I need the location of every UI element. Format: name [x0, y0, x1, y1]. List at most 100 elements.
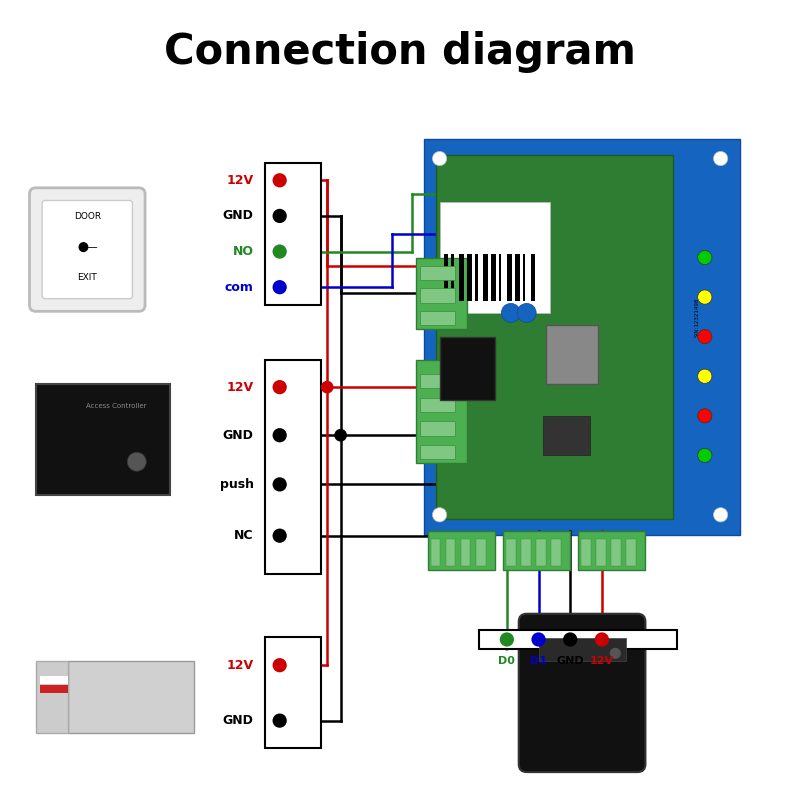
- Bar: [514, 254, 519, 301]
- Bar: [424, 138, 741, 534]
- Circle shape: [273, 173, 286, 187]
- Bar: [459, 254, 464, 301]
- Circle shape: [502, 303, 520, 322]
- Bar: [521, 538, 530, 566]
- Bar: [536, 538, 546, 566]
- Bar: [36, 384, 170, 495]
- Bar: [578, 530, 646, 570]
- Text: NC: NC: [234, 529, 254, 542]
- Circle shape: [517, 303, 536, 322]
- Circle shape: [321, 381, 334, 394]
- Bar: [542, 416, 590, 455]
- Bar: [420, 398, 455, 412]
- FancyBboxPatch shape: [518, 614, 646, 772]
- Bar: [420, 266, 455, 281]
- Text: 12V: 12V: [226, 381, 254, 394]
- Bar: [266, 361, 321, 574]
- Bar: [582, 538, 590, 566]
- Circle shape: [273, 428, 286, 442]
- Circle shape: [714, 151, 728, 166]
- Bar: [483, 254, 488, 301]
- Bar: [461, 538, 470, 566]
- Bar: [467, 254, 472, 301]
- Circle shape: [273, 209, 286, 223]
- Bar: [439, 337, 495, 400]
- Text: GND: GND: [222, 210, 254, 222]
- Bar: [420, 445, 455, 459]
- Text: Access Controller: Access Controller: [86, 403, 147, 410]
- FancyBboxPatch shape: [30, 188, 145, 311]
- Bar: [530, 254, 535, 301]
- Circle shape: [500, 632, 514, 646]
- Text: D1: D1: [530, 656, 547, 666]
- Text: GND: GND: [222, 429, 254, 442]
- Bar: [36, 662, 67, 733]
- Circle shape: [610, 648, 621, 659]
- Circle shape: [698, 409, 712, 423]
- Circle shape: [273, 280, 286, 294]
- Bar: [551, 538, 561, 566]
- Text: NO: NO: [233, 245, 254, 258]
- Bar: [266, 162, 321, 305]
- Text: GND: GND: [556, 656, 584, 666]
- Circle shape: [127, 452, 146, 471]
- Bar: [443, 254, 448, 301]
- Bar: [503, 530, 570, 570]
- Bar: [626, 538, 636, 566]
- Circle shape: [698, 330, 712, 344]
- Circle shape: [433, 508, 446, 522]
- Bar: [476, 538, 486, 566]
- Text: 12V: 12V: [590, 656, 614, 666]
- Circle shape: [273, 478, 286, 491]
- Bar: [538, 638, 626, 662]
- Text: EXIT: EXIT: [78, 273, 97, 282]
- Text: S/N:12321498: S/N:12321498: [694, 297, 699, 337]
- Bar: [596, 538, 606, 566]
- Text: Connection diagram: Connection diagram: [164, 30, 636, 73]
- Bar: [40, 685, 67, 694]
- Circle shape: [273, 380, 286, 394]
- Bar: [266, 638, 321, 748]
- Bar: [475, 254, 478, 301]
- Circle shape: [531, 632, 546, 646]
- Text: push: push: [219, 478, 254, 491]
- Text: DOOR: DOOR: [74, 212, 101, 221]
- Bar: [40, 675, 67, 684]
- Bar: [479, 630, 677, 650]
- Circle shape: [594, 632, 609, 646]
- Bar: [491, 254, 496, 301]
- Text: com: com: [225, 281, 254, 294]
- Bar: [611, 538, 621, 566]
- Bar: [420, 374, 455, 388]
- Bar: [546, 325, 598, 384]
- Text: ⬤—: ⬤—: [77, 242, 98, 253]
- Bar: [506, 538, 515, 566]
- FancyBboxPatch shape: [42, 201, 133, 298]
- Circle shape: [273, 245, 286, 258]
- Bar: [446, 538, 455, 566]
- Circle shape: [698, 290, 712, 304]
- Bar: [431, 538, 440, 566]
- Circle shape: [334, 429, 347, 442]
- Bar: [507, 254, 512, 301]
- Text: 12V: 12V: [226, 174, 254, 187]
- Text: D0: D0: [498, 656, 515, 666]
- Bar: [420, 422, 455, 436]
- Circle shape: [714, 508, 728, 522]
- Bar: [420, 288, 455, 302]
- Bar: [439, 202, 550, 313]
- Bar: [451, 254, 454, 301]
- Bar: [522, 254, 525, 301]
- Bar: [416, 258, 467, 329]
- Circle shape: [273, 658, 286, 672]
- Circle shape: [433, 151, 446, 166]
- Circle shape: [273, 714, 286, 728]
- Circle shape: [273, 529, 286, 543]
- Bar: [499, 254, 502, 301]
- Circle shape: [698, 448, 712, 462]
- Bar: [416, 361, 467, 463]
- Circle shape: [563, 632, 578, 646]
- Text: GND: GND: [222, 714, 254, 727]
- Bar: [436, 154, 673, 518]
- Bar: [67, 662, 194, 733]
